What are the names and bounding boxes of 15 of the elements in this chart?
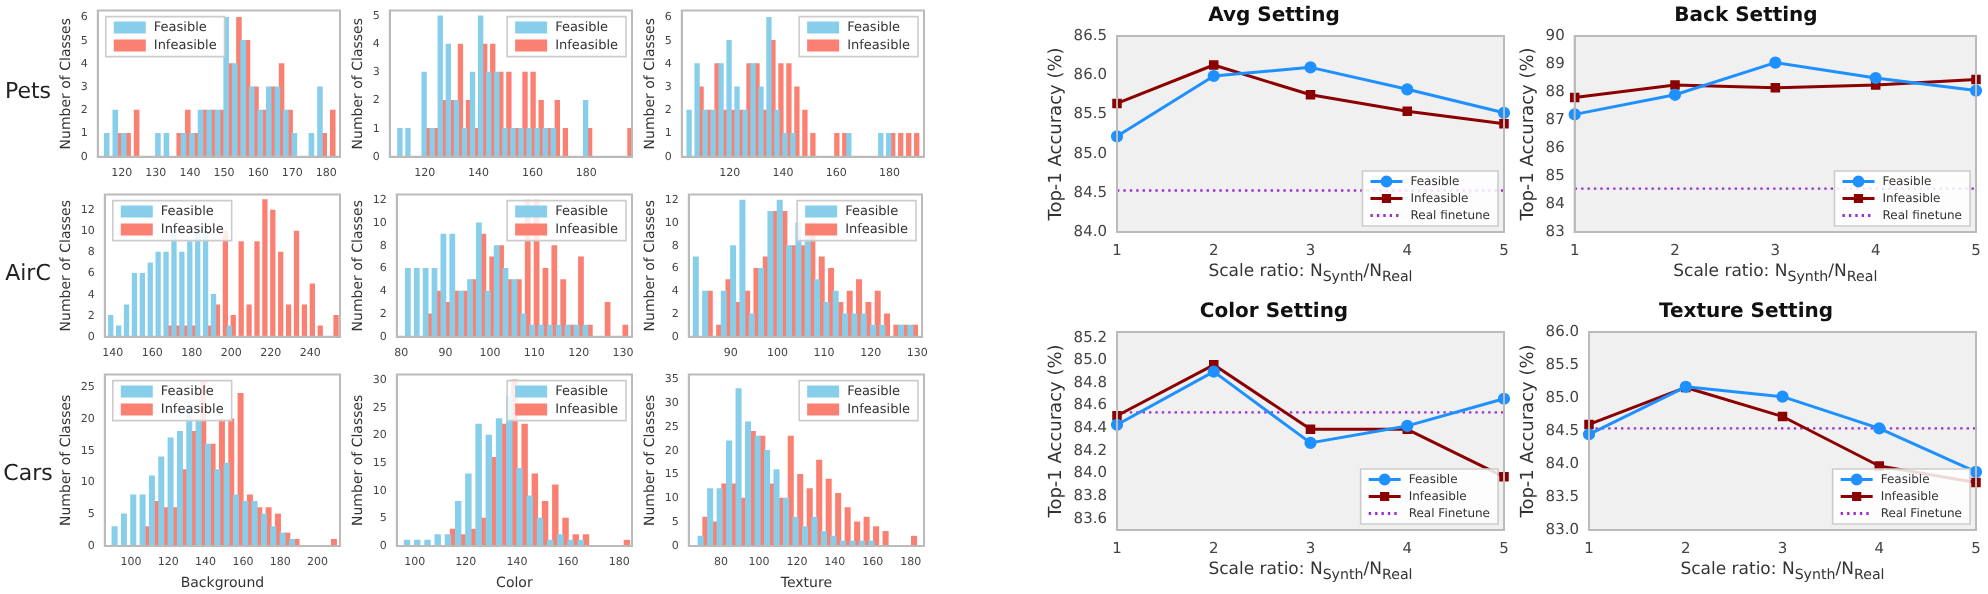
y-axis-title: Top-1 Accuracy (%) [1519,47,1540,223]
x-axis-title: Scale ratio: N$_{Synth}$/N$_{Real}$ [1680,560,1885,584]
chart-title: Color Setting [1199,301,1349,324]
text: AirC [3,259,53,286]
y-axis-title: Top-1 Accuracy (%) [1047,344,1068,520]
y-axis-title: Top-1 Accuracy (%) [1519,344,1540,520]
chart-title: Texture Setting [1658,301,1834,324]
text: Pets [2,77,54,104]
x-axis-title: Scale ratio: N$_{Synth}$/N$_{Real}$ [1208,560,1413,584]
x-axis-title: Scale ratio: N$_{Synth}$/N$_{Real}$ [1208,262,1413,286]
chart-title: Back Setting [1674,5,1818,28]
y-axis-title: Top-1 Accuracy (%) [1047,47,1068,223]
text: Cars [1,460,55,487]
chart-title: Avg Setting [1208,5,1340,28]
x-axis-title: Scale ratio: N$_{Synth}$/N$_{Real}$ [1673,262,1878,286]
